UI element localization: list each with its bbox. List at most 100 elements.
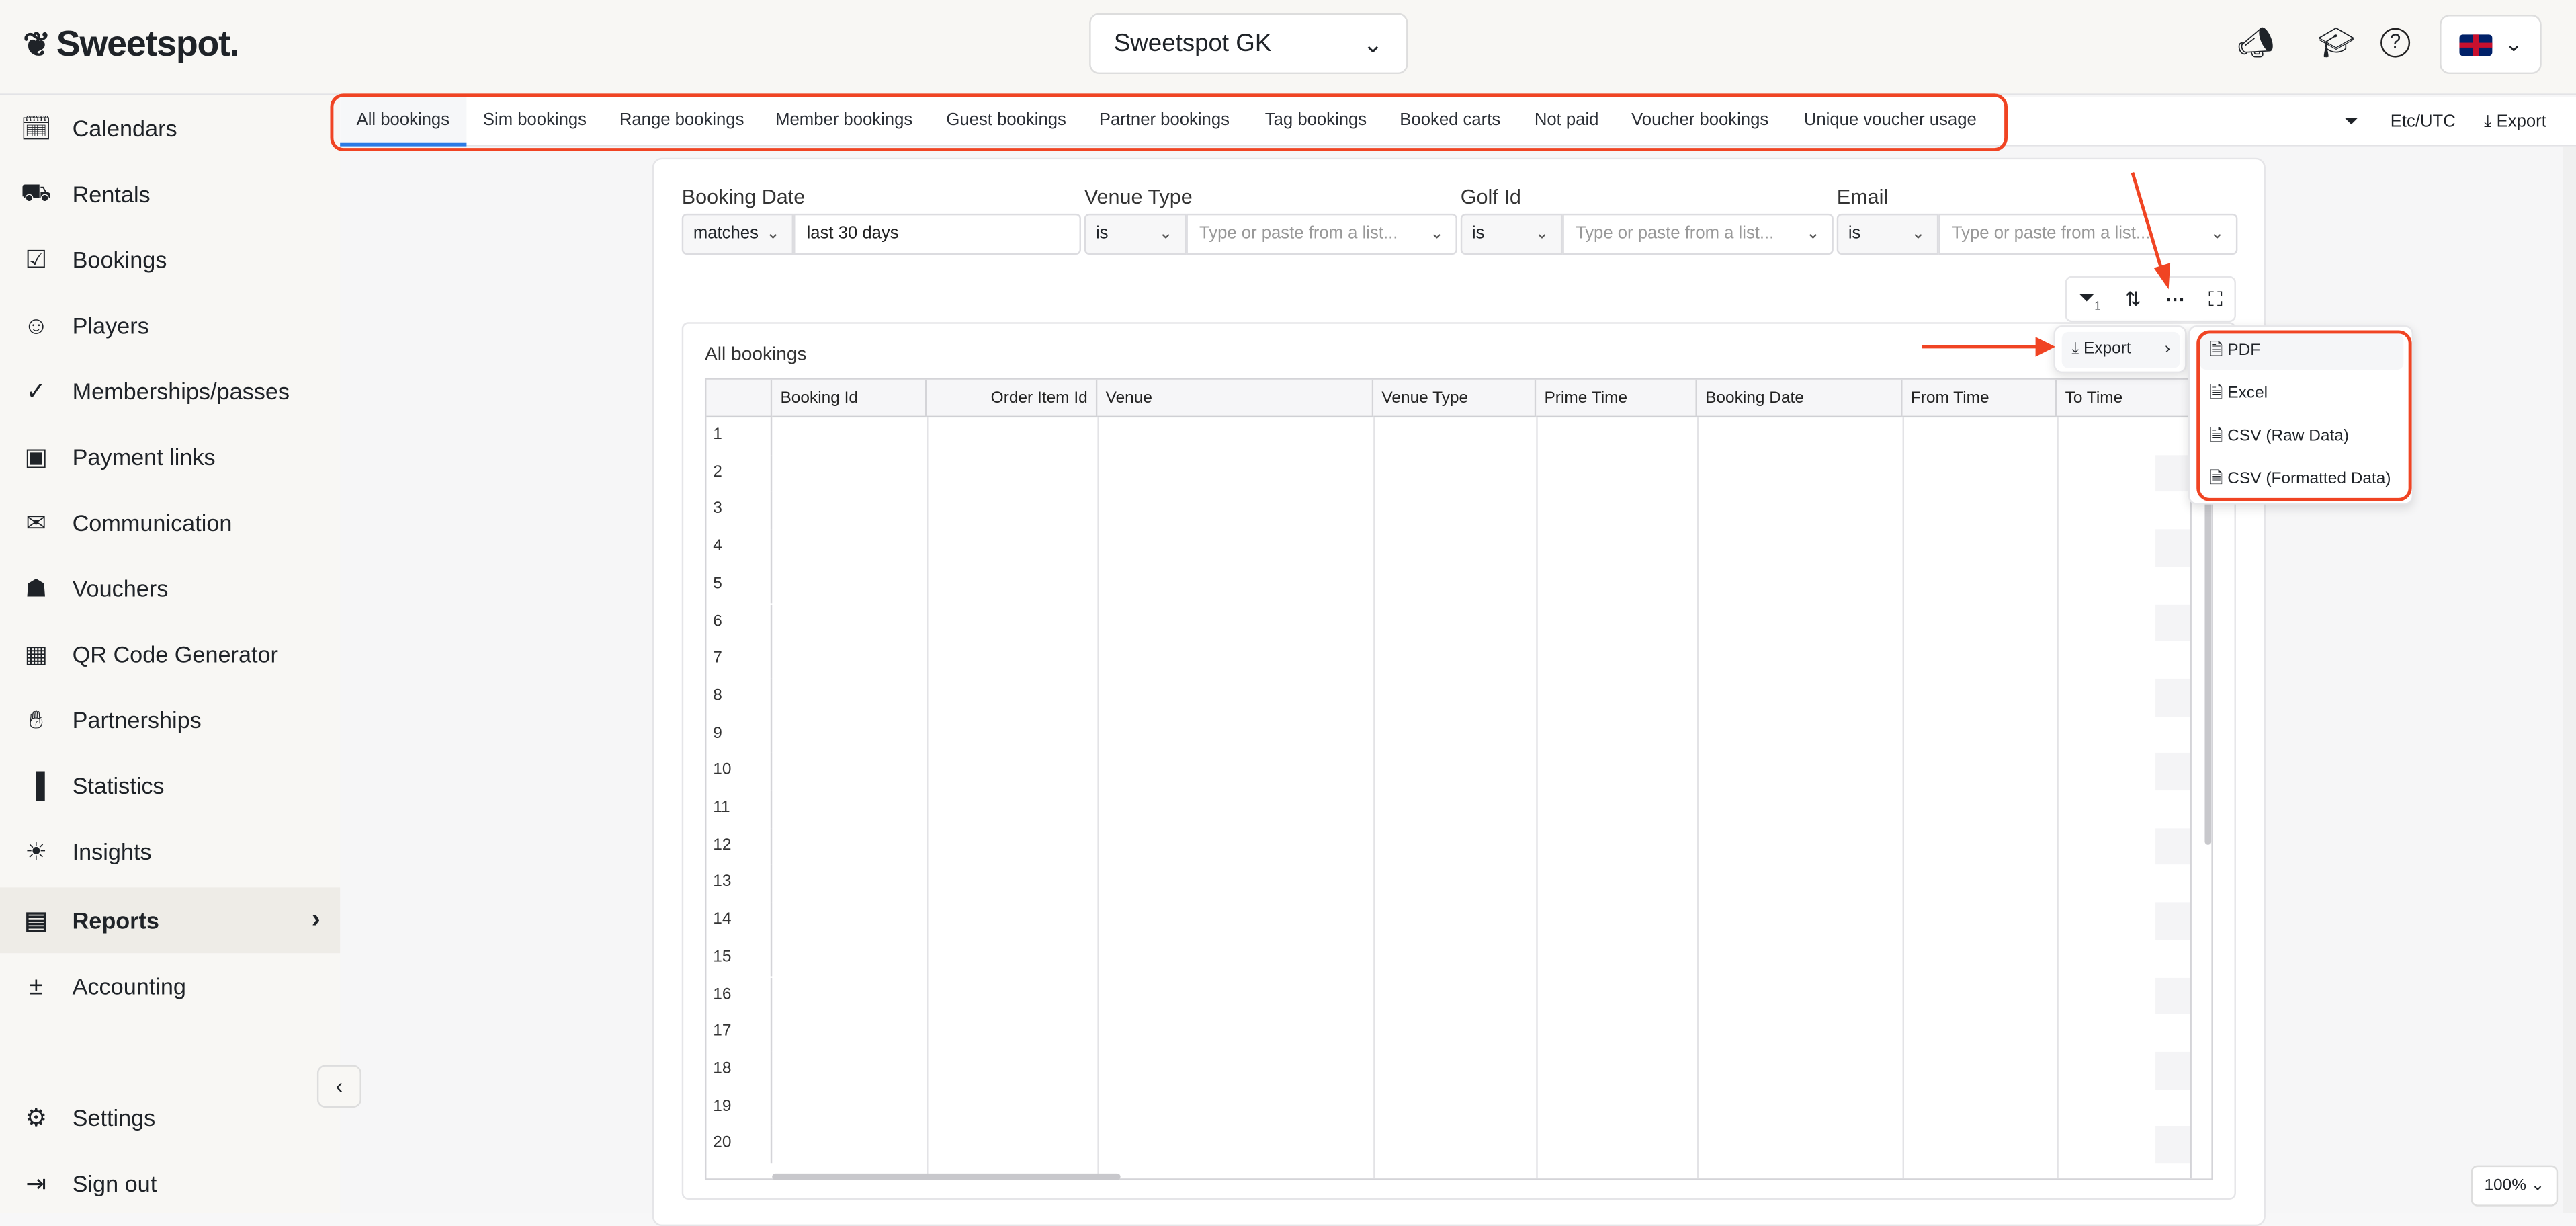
export-csv-formatted-option[interactable]: 🗎︎ CSV (Formatted Data) <box>2209 470 2391 489</box>
sidebar-item-accounting[interactable]: ± Accounting <box>0 953 340 1019</box>
sidebar-item-statistics[interactable]: ▐ Statistics <box>0 753 340 819</box>
golf-id-input[interactable]: Type or paste from a list... ⌄ <box>1562 213 1834 255</box>
tab-partner-bookings[interactable]: Partner bookings <box>1099 110 1230 130</box>
column-divider <box>1697 417 1699 1179</box>
sidebar-item-rentals[interactable]: ⛟ Rentals <box>0 161 340 227</box>
qr-icon: ▦ <box>24 641 48 669</box>
column-header-venue-type[interactable]: Venue Type <box>1373 379 1537 418</box>
sidebar-item-vouchers[interactable]: ☗ Vouchers <box>0 555 340 621</box>
handshake-icon: ✋︎ <box>29 706 44 734</box>
row-number: 4 <box>706 529 773 567</box>
email-input[interactable]: Type or paste from a list... ⌄ <box>1938 213 2238 255</box>
filter-label-email: Email <box>1836 186 1889 209</box>
horizontal-scrollbar[interactable] <box>772 1173 1121 1180</box>
tab-member-bookings[interactable]: Member bookings <box>775 110 913 130</box>
chevron-right-icon: › <box>311 905 320 934</box>
sidebar-item-qr-code-generator[interactable]: ▦ QR Code Generator <box>0 621 340 687</box>
venue-type-operator-select[interactable]: is ⌄ <box>1084 213 1187 255</box>
column-divider <box>1097 417 1099 1179</box>
tab-voucher-bookings[interactable]: Voucher bookings <box>1631 110 1769 130</box>
chevron-down-icon: ⌄ <box>1535 223 1549 243</box>
logo[interactable]: ❦ Sweetspot. <box>23 23 240 65</box>
export-pdf-option[interactable]: 🗎︎ PDF <box>2200 333 2404 370</box>
booking-date-operator-select[interactable]: matches ⌄ <box>681 213 794 255</box>
booking-date-input[interactable]: last 30 days <box>793 213 1081 255</box>
graduation-cap-icon[interactable]: 🎓︎ <box>2317 26 2356 60</box>
data-grid: Booking Id Order Item Id Venue Venue Typ… <box>704 378 2213 1180</box>
venue-type-input[interactable]: Type or paste from a list... ⌄ <box>1186 213 1457 255</box>
sidebar-item-bookings[interactable]: ☑ Bookings <box>0 227 340 292</box>
filter-count-icon[interactable]: ⏷︎1 <box>2078 285 2101 313</box>
filter-icon[interactable]: ⏷︎ <box>2344 112 2358 132</box>
tab-range-bookings[interactable]: Range bookings <box>619 110 744 130</box>
highlight-box-tabs <box>330 93 2008 151</box>
zoom-select[interactable]: 100% ⌄ <box>2471 1165 2559 1207</box>
sidebar-item-insights[interactable]: ☀︎ Insights <box>0 819 340 885</box>
arrow-to-export <box>1922 337 2055 357</box>
check-circle-icon: ✓ <box>26 378 47 406</box>
column-header-from-time[interactable]: From Time <box>1902 379 2057 418</box>
sidebar-item-sign-out[interactable]: ⇥ Sign out <box>0 1151 340 1217</box>
column-header-venue[interactable]: Venue <box>1097 379 1374 418</box>
highlight-box-export-options <box>2196 330 2412 501</box>
export-excel-option[interactable]: 🗎︎ Excel <box>2209 384 2268 403</box>
export-button[interactable]: ⤓ Export <box>2484 112 2546 132</box>
sidebar-item-memberships[interactable]: ✓ Memberships/passes <box>0 358 340 424</box>
report-icon: ▤ <box>24 907 48 936</box>
column-header-order-item-id[interactable]: Order Item Id <box>927 379 1098 418</box>
chevron-down-icon: ⌄ <box>1429 223 1445 243</box>
tab-tag-bookings[interactable]: Tag bookings <box>1264 110 1367 130</box>
golf-id-operator-select[interactable]: is ⌄ <box>1460 213 1563 255</box>
column-header-prime-time[interactable]: Prime Time <box>1536 379 1697 418</box>
column-header-to-time[interactable]: To Time <box>2057 379 2212 418</box>
column-header-booking-id[interactable]: Booking Id <box>772 379 927 418</box>
email-operator-select[interactable]: is ⌄ <box>1836 213 1939 255</box>
tab-booked-carts[interactable]: Booked carts <box>1400 110 1501 130</box>
collapse-sidebar-button[interactable]: ‹ <box>316 1065 361 1108</box>
column-divider <box>2057 417 2059 1179</box>
venue-select[interactable]: Sweetspot GK ⌄ <box>1089 13 1408 75</box>
tab-guest-bookings[interactable]: Guest bookings <box>946 110 1066 130</box>
column-header-booking-date[interactable]: Booking Date <box>1697 379 1903 418</box>
page-scrollbar[interactable] <box>2563 146 2576 1213</box>
sign-out-icon: ⇥ <box>26 1170 47 1198</box>
sidebar-item-calendars[interactable]: 🗓︎ Calendars <box>0 95 340 161</box>
language-select[interactable]: ⌄ <box>2440 15 2542 75</box>
export-csv-raw-option[interactable]: 🗎︎ CSV (Raw Data) <box>2209 427 2349 446</box>
megaphone-icon[interactable]: 📣︎ <box>2237 26 2275 60</box>
row-number: 7 <box>706 641 773 679</box>
row-number: 19 <box>706 1089 773 1127</box>
vertical-scrollbar[interactable] <box>2190 417 2212 1179</box>
row-number: 1 <box>706 417 773 455</box>
chevron-left-icon: ‹ <box>335 1073 343 1098</box>
sort-icon[interactable]: ⇅ <box>2124 287 2141 311</box>
sidebar-item-reports[interactable]: ▤ Reports › <box>0 887 341 954</box>
csv-file-icon: 🗎︎ <box>2209 427 2228 446</box>
tab-all-bookings[interactable]: All bookings <box>340 97 466 147</box>
more-options-icon[interactable]: ⋯ <box>2165 287 2185 311</box>
uk-flag-icon <box>2458 34 2492 55</box>
gift-icon: ☗ <box>25 575 48 604</box>
sidebar-item-communication[interactable]: ✉ Communication <box>0 490 340 556</box>
sidebar-item-payment-links[interactable]: ▣ Payment links <box>0 424 340 490</box>
row-number: 17 <box>706 1014 773 1052</box>
row-number: 3 <box>706 492 773 530</box>
gear-icon: ⚙ <box>25 1104 48 1133</box>
row-number: 16 <box>706 977 773 1015</box>
golf-cart-icon: ⛟ <box>20 178 52 206</box>
help-icon[interactable]: ? <box>2380 28 2411 58</box>
tab-sim-bookings[interactable]: Sim bookings <box>482 110 587 130</box>
export-menu-item[interactable]: ⤓ Export › <box>2061 331 2180 368</box>
sidebar-item-settings[interactable]: ⚙ Settings <box>0 1085 340 1151</box>
sidebar-item-players[interactable]: ☺ Players <box>0 292 340 358</box>
timezone-button[interactable]: Etc/UTC <box>2390 112 2456 132</box>
tab-not-paid[interactable]: Not paid <box>1534 110 1599 130</box>
sidebar-item-partnerships[interactable]: ✋︎ Partnerships <box>0 687 340 753</box>
chevron-down-icon: ⌄ <box>1363 30 1383 58</box>
calendar-check-icon: ☑ <box>25 246 48 275</box>
row-number: 14 <box>706 902 773 940</box>
tab-unique-voucher-usage[interactable]: Unique voucher usage <box>1803 110 1977 130</box>
row-number: 15 <box>706 940 773 977</box>
fullscreen-icon[interactable]: ⛶ <box>2208 286 2223 310</box>
